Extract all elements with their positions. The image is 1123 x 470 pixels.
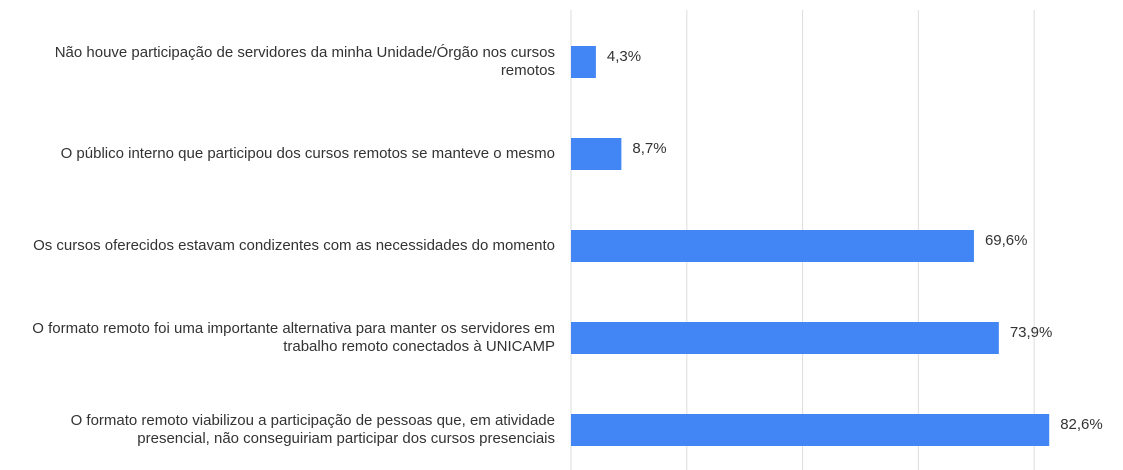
category-label: Não houve participação de servidores da … <box>54 44 555 79</box>
bar <box>571 138 622 170</box>
bar <box>571 46 596 78</box>
category-label: Os cursos oferecidos estavam condizentes… <box>33 237 555 254</box>
bar <box>571 414 1050 446</box>
value-label: 73,9% <box>1010 324 1053 341</box>
bar <box>571 322 999 354</box>
value-label: 4,3% <box>607 48 641 65</box>
bar <box>571 230 974 262</box>
category-label: O público interno que participou dos cur… <box>60 145 555 162</box>
value-label: 69,6% <box>985 232 1028 249</box>
value-label: 8,7% <box>632 140 666 157</box>
category-label: O formato remoto foi uma importante alte… <box>32 320 555 355</box>
category-label: O formato remoto viabilizou a participaç… <box>70 412 555 447</box>
value-label: 82,6% <box>1060 416 1103 433</box>
